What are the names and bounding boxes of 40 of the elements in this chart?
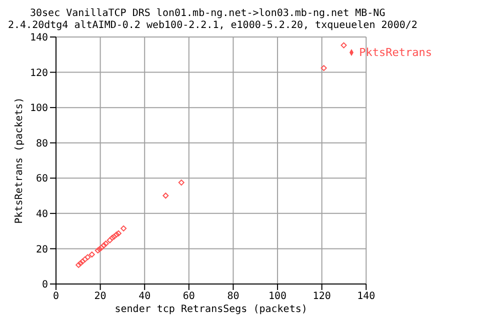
point [94,247,101,254]
point [100,242,107,248]
legend-label: PktsRetrans [359,46,432,59]
x-tick-label: 40 [138,291,151,302]
chart-subtitle: 2.4.20dtg4 altAIMD-0.2 web100-2.2.1, e1000-5.2.20, txqueuelen 2000/2 [8,20,418,32]
point [320,65,327,72]
point [113,232,120,238]
y-tick-label: 140 [30,32,48,44]
x-tick-label: 0 [52,291,60,302]
point [340,42,347,48]
point [111,234,118,240]
y-tick-label: 20 [36,244,48,256]
x-tick-label: 60 [182,291,195,302]
x-axis-title: sender tcp RetransSegs (packets) [114,304,308,315]
point [76,262,82,268]
y-tick-label: 80 [36,138,48,150]
x-tick-label: 80 [227,291,240,302]
point [88,252,95,258]
point [106,237,113,244]
point [82,256,88,262]
point [84,254,91,260]
x-tick-label: 100 [268,291,287,302]
y-tick-label: 0 [42,280,48,291]
point [115,230,122,236]
point [109,234,116,241]
y-tick-label: 100 [30,103,48,114]
point [162,192,169,199]
point [80,258,86,264]
point [120,225,127,232]
y-tick-label: 40 [36,208,48,220]
y-tick-label: 120 [30,68,48,79]
x-tick-label: 20 [94,291,106,302]
y-axis-title: PktsRetrans (packets) [14,97,25,224]
y-tick-label: 60 [36,174,48,185]
chart-title: 30sec VanillaTCP DRS lon01.mb-ng.net->lon03.mb-ng.net MB-NG [29,8,386,20]
x-tick-label: 120 [312,291,331,302]
point [78,260,84,266]
point [178,180,184,186]
point [102,240,109,247]
x-tick-label: 140 [357,291,376,302]
